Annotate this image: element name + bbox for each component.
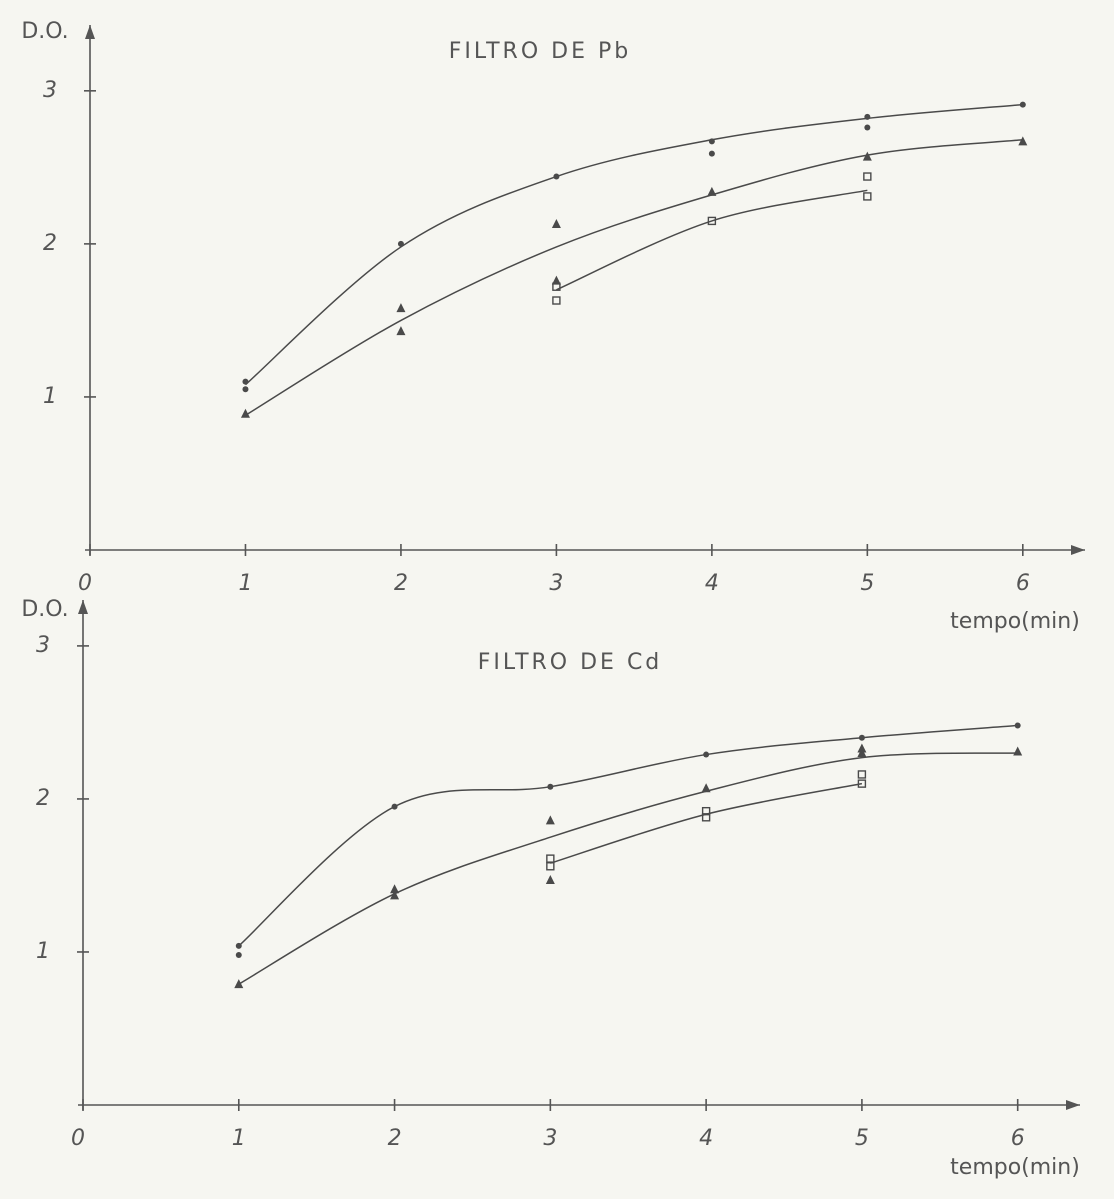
triangle-point — [396, 303, 406, 313]
x-tick-label: 2 — [388, 1126, 402, 1151]
triangle-point — [545, 875, 555, 885]
triangle-point — [857, 743, 867, 753]
x-tick-label: 4 — [699, 1126, 713, 1151]
triangle-point — [551, 275, 561, 285]
x-tick-label: 5 — [860, 571, 874, 596]
y-tick-label: 1 — [43, 384, 57, 409]
dot-point — [864, 124, 871, 131]
y-axis-label: D.O. — [21, 19, 68, 44]
fit-curve — [238, 752, 1018, 985]
dot-point — [235, 942, 242, 949]
dot-point — [708, 138, 715, 145]
triangle-point — [862, 151, 872, 161]
fit-curve — [245, 139, 1023, 416]
x-tick-label: 1 — [238, 571, 252, 596]
y-arrow — [85, 25, 95, 39]
triangle-point — [701, 783, 711, 793]
dot-point — [703, 751, 710, 758]
square-point — [863, 192, 872, 201]
y-tick-label: 1 — [36, 939, 50, 964]
x-tick-label: 0 — [71, 1126, 85, 1151]
dot-point — [242, 386, 249, 393]
square-point — [701, 806, 711, 816]
dot-point — [397, 240, 404, 247]
square-point — [552, 282, 561, 291]
x-tick-label: 5 — [855, 1126, 869, 1151]
fit-curve — [244, 103, 1023, 386]
x-arrow — [1066, 1100, 1080, 1110]
chart-title: FILTRO DE Pb — [449, 39, 631, 64]
triangle-point — [240, 408, 250, 418]
x-arrow — [1071, 545, 1085, 555]
triangle-point — [545, 815, 555, 825]
dot-point — [391, 803, 398, 810]
x-tick-label: 0 — [78, 571, 92, 596]
y-tick-label: 3 — [43, 78, 57, 103]
triangle-point — [1013, 746, 1023, 756]
chart-title: FILTRO DE Cd — [478, 650, 663, 675]
square-point — [857, 770, 867, 779]
x-tick-label: 3 — [543, 1126, 557, 1151]
x-axis-label: tempo(min) — [950, 1155, 1080, 1180]
dot-point — [547, 783, 554, 790]
triangle-point — [234, 979, 244, 989]
square-point — [863, 172, 872, 181]
square-point — [552, 296, 561, 305]
dot-point — [1014, 722, 1021, 729]
fit-curve — [556, 189, 868, 291]
dot-point — [235, 952, 242, 959]
triangle-point — [551, 218, 561, 228]
square-point — [546, 862, 555, 871]
triangle-point — [1018, 136, 1028, 146]
x-tick-label: 1 — [232, 1126, 246, 1151]
y-axis-label: D.O. — [21, 597, 68, 622]
x-tick-label: 3 — [549, 571, 563, 596]
x-tick-label: 4 — [705, 571, 719, 596]
x-tick-label: 2 — [394, 571, 408, 596]
dot-point — [242, 378, 249, 385]
triangle-point — [390, 884, 400, 894]
square-point — [857, 779, 867, 788]
dot-point — [858, 734, 865, 741]
x-tick-label: 6 — [1011, 1126, 1025, 1151]
x-tick-label: 6 — [1016, 571, 1030, 596]
y-tick-label: 3 — [36, 633, 50, 658]
y-tick-label: 2 — [43, 231, 57, 256]
y-arrow — [78, 600, 88, 614]
x-axis-label: tempo(min) — [950, 609, 1080, 634]
y-tick-label: 2 — [36, 786, 50, 811]
square-point — [701, 813, 711, 822]
square-point — [707, 216, 717, 226]
triangle-point — [857, 748, 867, 758]
triangle-point — [390, 890, 400, 900]
fit-curve — [238, 724, 1018, 947]
dot-point — [1019, 101, 1026, 108]
dot-point — [864, 113, 871, 120]
triangle-point — [707, 186, 717, 196]
triangle-point — [396, 326, 406, 336]
dot-point — [708, 150, 715, 157]
dot-point — [553, 173, 560, 180]
